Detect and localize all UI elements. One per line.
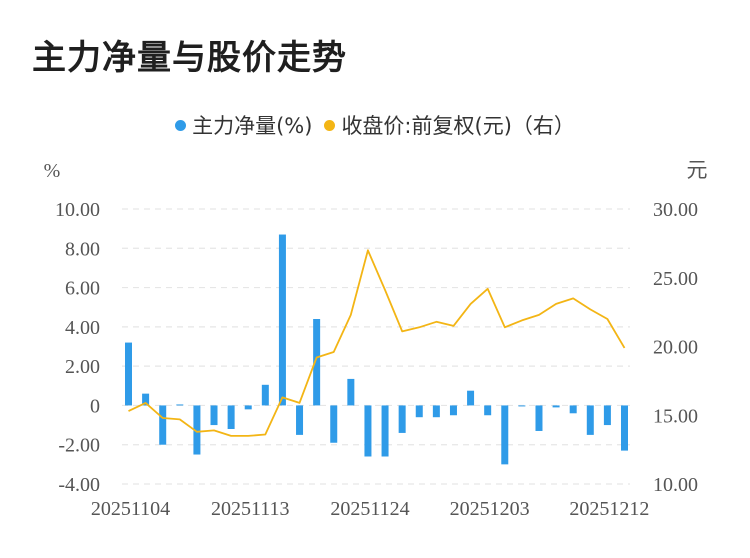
- bar: [621, 405, 628, 451]
- bar: [398, 405, 406, 433]
- bar: [244, 405, 252, 410]
- bar: [296, 405, 304, 435]
- right-axis-tick-label: 10.00: [653, 474, 698, 496]
- bar: [501, 405, 509, 465]
- x-axis-tick-label: 20251113: [211, 498, 290, 520]
- right-axis-tick-label: 20.00: [653, 337, 698, 359]
- bar: [227, 405, 235, 429]
- bar: [535, 405, 543, 431]
- legend-dot-bar: [175, 119, 187, 131]
- bar: [278, 234, 286, 406]
- left-axis-tick-label: 4.00: [65, 317, 100, 339]
- legend-label-close-price: 收盘价:前复权(元)（右）: [341, 114, 575, 138]
- legend-item-net-volume[interactable]: 主力净量(%): [175, 110, 312, 140]
- x-axis-tick-label: 20251104: [91, 498, 170, 520]
- bar: [518, 405, 526, 407]
- left-axis-tick-label: 2.00: [65, 356, 100, 378]
- left-axis-tick-label: -4.00: [58, 474, 100, 496]
- legend-dot-line: [324, 119, 336, 131]
- left-axis-unit: %: [44, 160, 61, 182]
- x-axis-tick-label: 20251212: [569, 498, 649, 520]
- bar: [347, 378, 355, 406]
- bar: [125, 342, 132, 406]
- bar: [142, 393, 150, 406]
- x-axis-tick-label: 20251124: [330, 498, 409, 520]
- bar: [467, 390, 475, 406]
- legend-label-net-volume: 主力净量(%): [192, 114, 313, 138]
- bar: [313, 319, 321, 406]
- right-axis-tick-label: 25.00: [653, 268, 698, 290]
- bar: [210, 405, 218, 426]
- price-line: [128, 249, 626, 437]
- bar: [193, 405, 201, 455]
- chart-title: 主力净量与股价走势: [32, 38, 347, 78]
- bar: [586, 405, 594, 435]
- right-axis-unit: 元: [687, 158, 708, 182]
- bar: [176, 404, 184, 406]
- bar: [159, 405, 167, 445]
- bar: [484, 405, 492, 416]
- x-axis-tick-label: 20251203: [450, 498, 530, 520]
- left-axis-tick-label: 8.00: [65, 238, 100, 260]
- left-axis-tick-label: 0: [90, 395, 100, 417]
- bar: [552, 405, 560, 408]
- legend-item-close-price[interactable]: 收盘价:前复权(元)（右）: [324, 110, 575, 140]
- left-axis-tick-label: -2.00: [58, 435, 100, 457]
- bar: [381, 405, 389, 457]
- bar: [364, 405, 372, 457]
- chart-legend: 主力净量(%) 收盘价:前复权(元)（右）: [0, 110, 750, 140]
- bar: [449, 405, 457, 416]
- right-axis-tick-label: 15.00: [653, 405, 698, 427]
- bar: [432, 405, 440, 418]
- bar: [330, 405, 338, 443]
- left-axis-tick-label: 10.00: [55, 199, 100, 221]
- bar: [261, 384, 269, 406]
- left-axis-tick-label: 6.00: [65, 278, 100, 300]
- bar: [569, 405, 577, 414]
- bar: [415, 405, 423, 418]
- bar: [603, 405, 611, 426]
- right-axis-tick-label: 30.00: [653, 199, 698, 221]
